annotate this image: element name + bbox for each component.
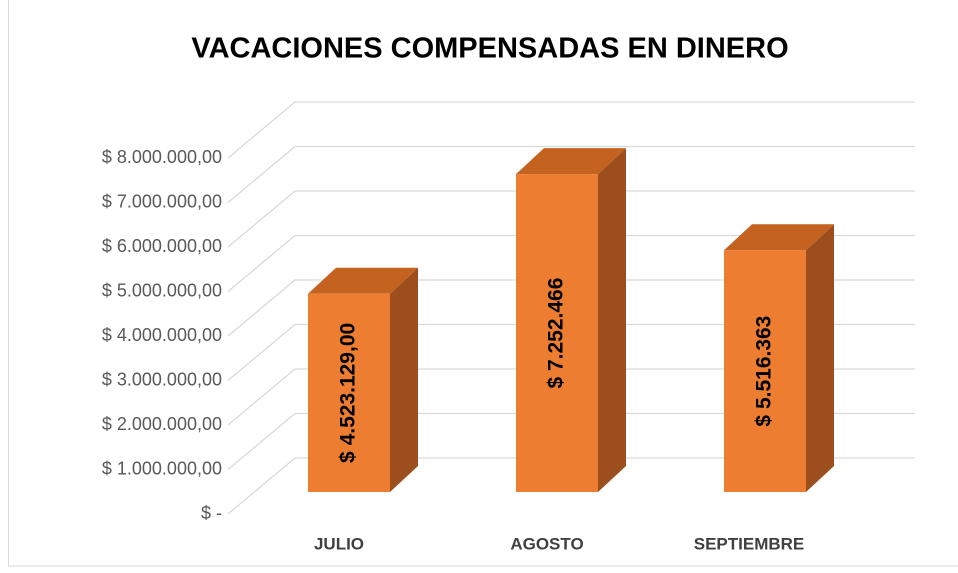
bar-side (390, 267, 418, 492)
grid-line (227, 412, 915, 470)
bar (308, 293, 390, 492)
bar-side (598, 148, 626, 493)
grid-line (227, 368, 915, 426)
grid-line (227, 234, 915, 292)
y-tick-label: $ 6.000.000,00 (102, 236, 222, 256)
bar-top (308, 267, 418, 294)
value-label: $ 7.252.466 (545, 278, 568, 389)
x-tick-label: SEPTIEMBRE (694, 534, 805, 553)
grid-line (227, 279, 915, 337)
y-tick-label: $ - (201, 503, 222, 523)
y-tick-label: $ 5.000.000,00 (102, 280, 222, 300)
value-label: $ 5.516.363 (753, 316, 776, 427)
grid-line (227, 323, 915, 381)
bar (724, 250, 806, 492)
grid-line (227, 145, 915, 203)
value-label: $ 4.523.129,00 (337, 323, 360, 463)
grid-line (227, 190, 915, 248)
x-tick-label: JULIO (314, 534, 364, 553)
bar-side (806, 224, 834, 492)
chart-title: VACACIONES COMPENSADAS EN DINERO (191, 33, 788, 65)
y-tick-label: $ 8.000.000,00 (102, 147, 222, 167)
y-tick-label: $ 3.000.000,00 (102, 369, 222, 389)
y-tick-label: $ 1.000.000,00 (102, 458, 222, 478)
y-tick-label: $ 2.000.000,00 (102, 414, 222, 434)
y-tick-label: $ 4.000.000,00 (102, 325, 222, 345)
bar-top (516, 148, 626, 175)
y-tick-label: $ 7.000.000,00 (102, 191, 222, 211)
grid-line (227, 101, 915, 159)
bar-top (724, 224, 834, 251)
grid-line (227, 457, 915, 515)
bar (516, 174, 598, 493)
x-tick-label: AGOSTO (510, 534, 583, 553)
